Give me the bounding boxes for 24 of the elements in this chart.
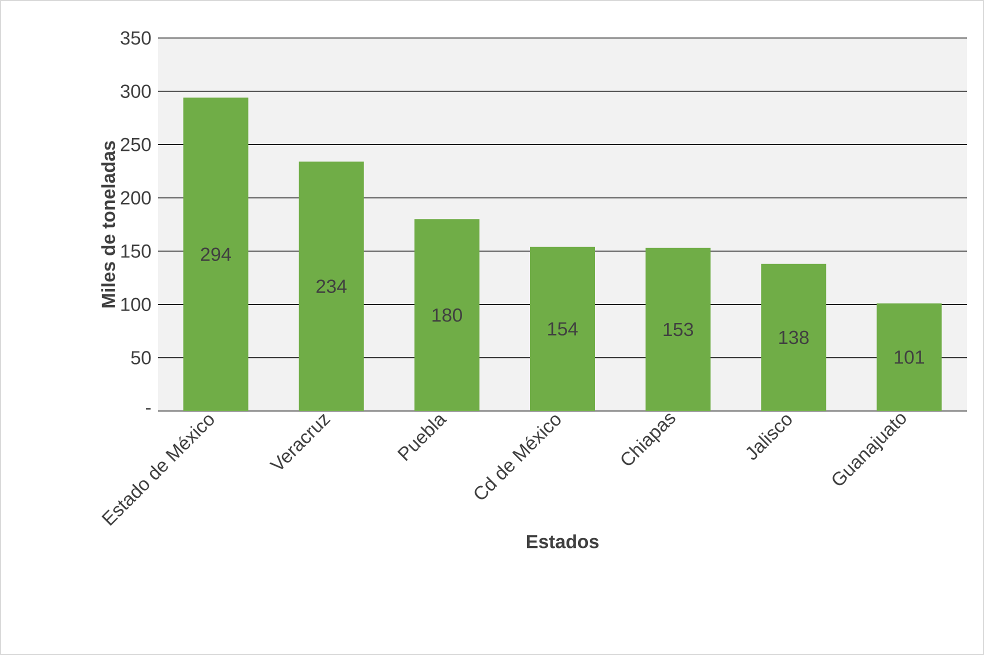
y-tick-label: 100 — [121, 298, 151, 312]
x-axis-title: Estados — [526, 534, 599, 548]
y-tick-label: - — [146, 408, 151, 410]
data-label: 153 — [664, 322, 694, 336]
y-axis-title: Miles de toneladas — [101, 141, 116, 308]
data-label: 234 — [316, 280, 347, 293]
bar — [646, 248, 711, 411]
bar — [530, 246, 596, 411]
data-label: 101 — [894, 350, 924, 364]
y-tick-label: 150 — [121, 244, 151, 258]
y-tick-label: 350 — [120, 31, 151, 45]
y-tick-label: 50 — [131, 350, 151, 364]
data-label: 294 — [200, 248, 232, 262]
data-label: 138 — [779, 330, 809, 344]
y-tick-label: 300 — [120, 84, 151, 98]
y-tick-label: 250 — [120, 138, 151, 152]
y-tick-label: 200 — [120, 191, 151, 205]
bar — [414, 219, 480, 411]
bar — [876, 303, 942, 411]
bar — [298, 162, 364, 411]
bar — [761, 264, 826, 411]
data-label: 154 — [548, 322, 578, 336]
data-label: 180 — [432, 308, 462, 322]
bar — [183, 98, 248, 411]
